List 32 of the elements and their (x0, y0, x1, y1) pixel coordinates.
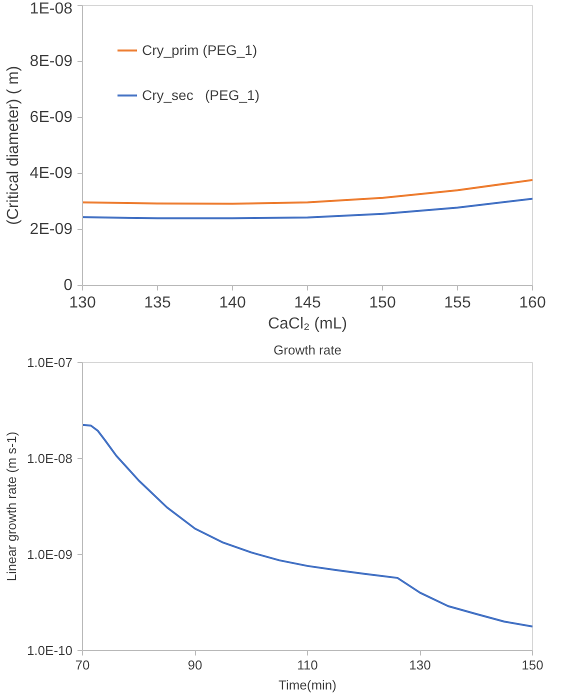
line-series (82, 178, 532, 205)
y-tick-label: 4E-09 (30, 165, 73, 182)
legend-label: Cry_sec (PEG_1) (142, 87, 260, 103)
x-tick-label: 150 (369, 294, 396, 312)
x-tick-label: 160 (519, 294, 546, 312)
y-tick-label: 8E-09 (30, 53, 73, 70)
x-tick-label: 130 (69, 294, 96, 312)
legend-label: Cry_prim (PEG_1) (142, 42, 258, 58)
line-series (82, 198, 532, 220)
y-axis-title: Linear growth rate (m s-1) (4, 432, 19, 582)
x-tick-label: 140 (219, 294, 246, 312)
x-tick-label: 70 (75, 658, 90, 672)
y-tick-label: 0 (64, 277, 73, 294)
y-axis-title: (Critical diameter) ( m) (4, 66, 22, 226)
y-tick-label: 2E-09 (30, 221, 73, 238)
y-tick-label: 6E-09 (30, 109, 73, 126)
x-tick-label: 135 (144, 294, 171, 312)
x-tick-label: 90 (188, 658, 202, 672)
x-tick-label: 145 (294, 294, 321, 312)
y-tick-label: 1.0E-09 (26, 547, 73, 562)
y-tick-label: 1.0E-08 (26, 451, 73, 466)
x-tick-label: 155 (444, 294, 471, 312)
line-series (82, 424, 532, 628)
x-tick-label: 150 (522, 658, 544, 672)
x-axis-title: Time(min) (278, 678, 337, 692)
y-tick-label: 1.0E-10 (26, 643, 73, 658)
x-tick-label: 130 (409, 658, 431, 672)
chart-title: Growth rate (274, 342, 342, 358)
x-tick-label: 110 (297, 658, 318, 672)
y-tick-label: 1E-08 (30, 0, 73, 18)
x-axis-title: CaCl₂ (mL) (268, 316, 348, 332)
y-tick-label: 1.0E-07 (26, 355, 73, 370)
